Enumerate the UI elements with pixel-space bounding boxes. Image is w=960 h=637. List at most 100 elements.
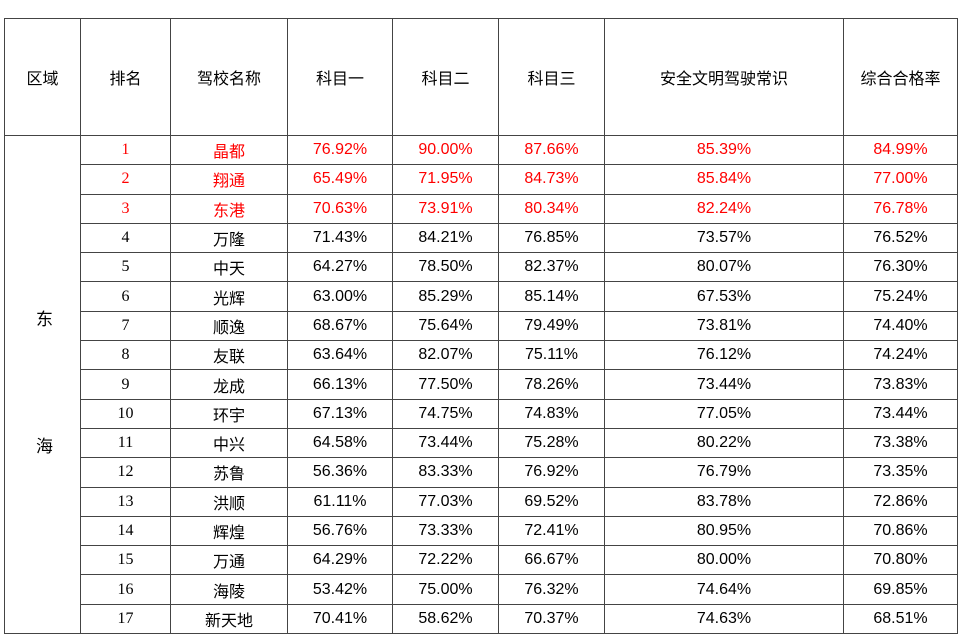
table-cell: 74.63% [604, 603, 844, 635]
table-row: 15 万通 64.29% 72.22% 66.67% 80.00% 70.80% [5, 545, 958, 576]
table-cell: 15 [80, 545, 171, 576]
table-cell: 海陵 [170, 574, 288, 605]
table-cell: 73.83% [843, 369, 958, 400]
header-row: 区域 排名 驾校名称 科目一 科目二 科目三 安全文明驾驶常识 综合合格率 [4, 18, 958, 136]
table-cell: 73.57% [604, 222, 844, 254]
table-row: 3 东港 70.63% 73.91% 80.34% 82.24% 76.78% [5, 193, 958, 224]
table-row: 2 翔通 65.49% 71.95% 84.73% 85.84% 77.00% [5, 164, 958, 195]
table-cell: 70.37% [498, 603, 605, 635]
table-cell: 16 [80, 574, 171, 605]
header-cell: 综合合格率 [843, 18, 958, 136]
header-cell: 科目一 [287, 18, 393, 136]
table-cell: 85.29% [392, 281, 499, 312]
table-cell: 中兴 [170, 427, 288, 459]
table-cell: 64.27% [287, 252, 393, 283]
table-cell: 苏鲁 [170, 457, 288, 488]
table-cell: 78.26% [498, 369, 605, 400]
table-cell: 76.12% [604, 340, 844, 371]
table-cell: 80.00% [604, 545, 844, 576]
table-cell: 11 [80, 427, 171, 459]
table-cell: 3 [80, 193, 171, 224]
table-cell: 74.24% [843, 340, 958, 371]
table-cell: 环宇 [170, 398, 288, 429]
table-cell: 74.40% [843, 310, 958, 342]
table-cell: 61.11% [287, 486, 393, 517]
table-cell: 64.58% [287, 427, 393, 459]
table-cell: 79.49% [498, 310, 605, 342]
table-cell: 77.03% [392, 486, 499, 517]
table-cell: 70.86% [843, 515, 958, 547]
table-cell: 9 [80, 369, 171, 400]
table-cell: 73.44% [392, 427, 499, 459]
table-row: 8 友联 63.64% 82.07% 75.11% 76.12% 74.24% [5, 340, 958, 371]
table-cell: 83.33% [392, 457, 499, 488]
table-row: 10 环宇 67.13% 74.75% 74.83% 77.05% 73.44% [5, 398, 958, 429]
table-row: 14 辉煌 56.76% 73.33% 72.41% 80.95% 70.86% [5, 515, 958, 547]
table-cell: 76.92% [287, 134, 393, 166]
table-cell: 84.21% [392, 222, 499, 254]
table-cell: 73.44% [843, 398, 958, 429]
table-cell: 73.35% [843, 457, 958, 488]
table-cell: 69.85% [843, 574, 958, 605]
table-cell: 1 [80, 134, 171, 166]
table-cell: 67.13% [287, 398, 393, 429]
table-cell: 75.64% [392, 310, 499, 342]
table-cell: 77.05% [604, 398, 844, 429]
table-cell: 2 [80, 164, 171, 195]
table-cell: 76.30% [843, 252, 958, 283]
table-row: 11 中兴 64.58% 73.44% 75.28% 80.22% 73.38% [5, 427, 958, 459]
table-cell: 新天地 [170, 603, 288, 635]
table-cell: 8 [80, 340, 171, 371]
table-cell: 14 [80, 515, 171, 547]
table-cell: 69.52% [498, 486, 605, 517]
table-row: 17 新天地 70.41% 58.62% 70.37% 74.63% 68.51% [5, 603, 958, 635]
table-cell: 万通 [170, 545, 288, 576]
data-table: 区域 排名 驾校名称 科目一 科目二 科目三 安全文明驾驶常识 综合合格率 东海 1 晶都 76.9… [4, 18, 958, 635]
table-cell: 80.95% [604, 515, 844, 547]
table-cell: 75.28% [498, 427, 605, 459]
table-cell: 85.14% [498, 281, 605, 312]
table-cell: 龙成 [170, 369, 288, 400]
table-cell: 洪顺 [170, 486, 288, 517]
table-row: 9 龙成 66.13% 77.50% 78.26% 73.44% 73.83% [5, 369, 958, 400]
table-cell: 76.78% [843, 193, 958, 224]
table-cell: 70.41% [287, 603, 393, 635]
table-cell: 75.24% [843, 281, 958, 312]
table-row: 东海 1 晶都 76.92% 90.00% 87.66% 85.39% 84.99% [4, 134, 958, 635]
table-cell: 73.38% [843, 427, 958, 459]
table-cell: 74.64% [604, 574, 844, 605]
table-cell: 66.67% [498, 545, 605, 576]
table-cell: 63.00% [287, 281, 393, 312]
table-cell: 80.34% [498, 193, 605, 224]
table-cell: 63.64% [287, 340, 393, 371]
header-cell: 科目二 [392, 18, 499, 136]
table-cell: 辉煌 [170, 515, 288, 547]
region-label: 东海 [33, 310, 52, 565]
table-cell: 58.62% [392, 603, 499, 635]
table-cell: 84.99% [843, 134, 958, 166]
table-cell: 77.50% [392, 369, 499, 400]
table-row: 16 海陵 53.42% 75.00% 76.32% 74.64% 69.85% [5, 574, 958, 605]
table-cell: 53.42% [287, 574, 393, 605]
table-cell: 76.79% [604, 457, 844, 488]
table-cell: 72.86% [843, 486, 958, 517]
table-cell: 71.43% [287, 222, 393, 254]
table-cell: 90.00% [392, 134, 499, 166]
table-row: 7 顺逸 68.67% 75.64% 79.49% 73.81% 74.40% [5, 310, 958, 342]
table-cell: 67.53% [604, 281, 844, 312]
table-row: 5 中天 64.27% 78.50% 82.37% 80.07% 76.30% [5, 252, 958, 283]
table-cell: 66.13% [287, 369, 393, 400]
table-cell: 77.00% [843, 164, 958, 195]
header-cell: 驾校名称 [170, 18, 288, 136]
table-cell: 80.07% [604, 252, 844, 283]
table-cell: 70.80% [843, 545, 958, 576]
table-cell: 82.37% [498, 252, 605, 283]
table-cell: 光辉 [170, 281, 288, 312]
table-cell: 70.63% [287, 193, 393, 224]
table-cell: 68.67% [287, 310, 393, 342]
table-cell: 76.32% [498, 574, 605, 605]
table-cell: 64.29% [287, 545, 393, 576]
table-cell: 74.75% [392, 398, 499, 429]
table-cell: 17 [80, 603, 171, 635]
table-cell: 74.83% [498, 398, 605, 429]
